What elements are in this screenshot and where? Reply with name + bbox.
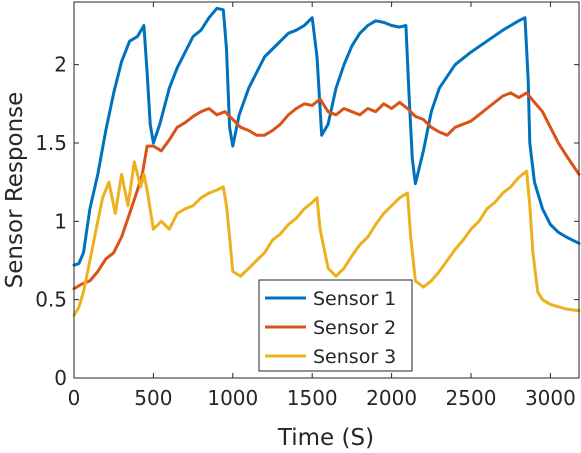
series-line-sensor-2: [72, 91, 581, 291]
ticks: 0 500 1000 1500 2000 2500 3000 0 0.5 1 1.5 2: [35, 2, 579, 410]
legend-label-sensor-1: Sensor 1: [313, 288, 396, 310]
y-tick-label: 0: [54, 366, 67, 390]
x-tick-label: 1000: [207, 386, 258, 410]
series-line-sensor-3: [72, 160, 581, 317]
x-tick-label: 0: [68, 386, 81, 410]
legend-label-sensor-3: Sensor 3: [313, 346, 396, 368]
y-tick-label: 0.5: [35, 288, 67, 312]
x-tick-label: 3000: [525, 386, 576, 410]
series-line-sensor-1: [72, 6, 581, 267]
plot-frame: [73, 1, 580, 379]
legend-label-sensor-2: Sensor 2: [313, 317, 396, 339]
legend: Sensor 1 Sensor 2 Sensor 3: [258, 279, 413, 372]
x-tick-label: 2500: [446, 386, 497, 410]
x-tick-label: 500: [134, 386, 172, 410]
y-axis-label: Sensor Response: [2, 92, 28, 289]
y-tick-label: 1.5: [35, 131, 67, 155]
y-tick-label: 1: [54, 209, 67, 233]
axes: [73, 1, 580, 379]
x-tick-label: 2000: [366, 386, 417, 410]
y-tick-label: 2: [54, 53, 67, 77]
plot-area: [72, 6, 581, 317]
x-tick-label: 1500: [287, 386, 338, 410]
x-axis-label: Time (S): [277, 425, 374, 451]
